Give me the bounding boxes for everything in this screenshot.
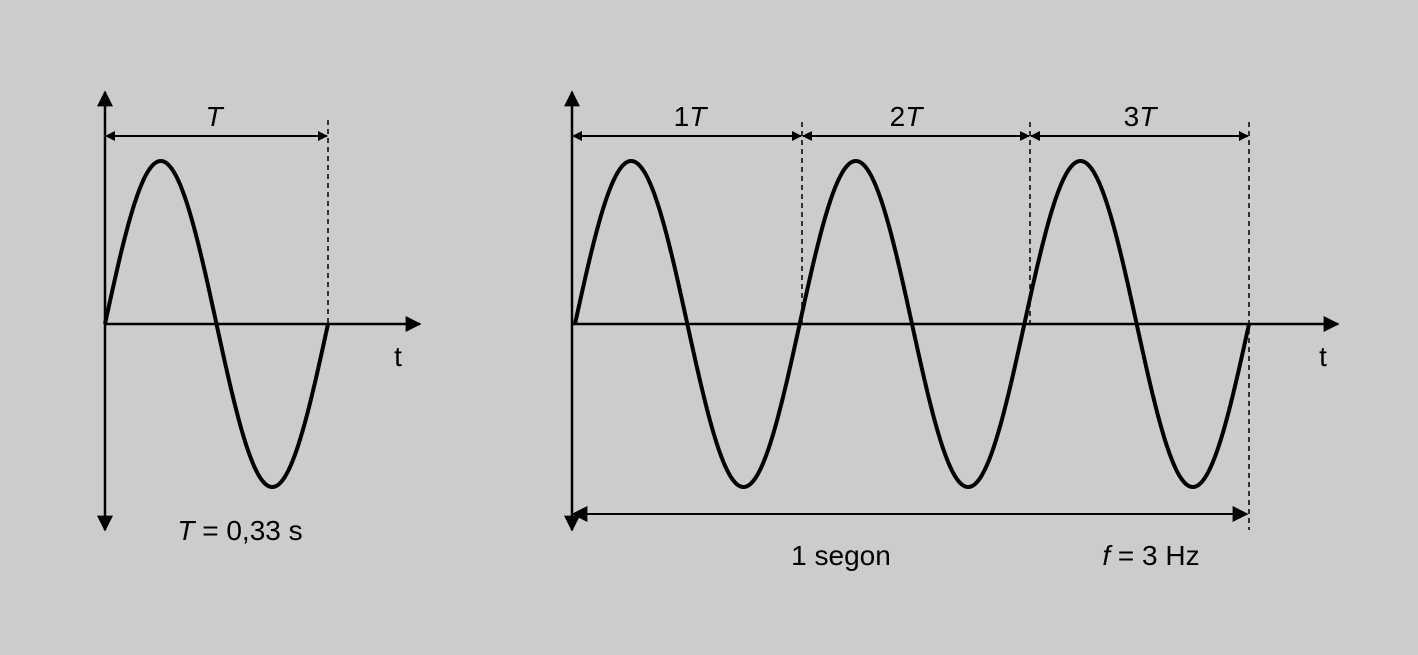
left-t-axis-label: t xyxy=(394,341,402,372)
period-1-label: 1T xyxy=(674,101,709,132)
frequency-label: f = 3 Hz xyxy=(1102,540,1199,571)
left-panel: t T T = 0,33 s xyxy=(97,90,422,546)
period-3-label: 3T xyxy=(1124,101,1159,132)
duration-label: 1 segon xyxy=(791,540,891,571)
left-period-label: T xyxy=(205,101,224,132)
right-panel: t 1T 2T 3T 1 segon f = 3 Hz xyxy=(564,90,1340,571)
period-2-label: 2T xyxy=(890,101,925,132)
left-period-caption: T = 0,33 s xyxy=(177,515,302,546)
right-sine-wave xyxy=(573,159,1251,489)
left-sine-wave xyxy=(103,159,330,489)
right-t-axis-label: t xyxy=(1319,341,1327,372)
